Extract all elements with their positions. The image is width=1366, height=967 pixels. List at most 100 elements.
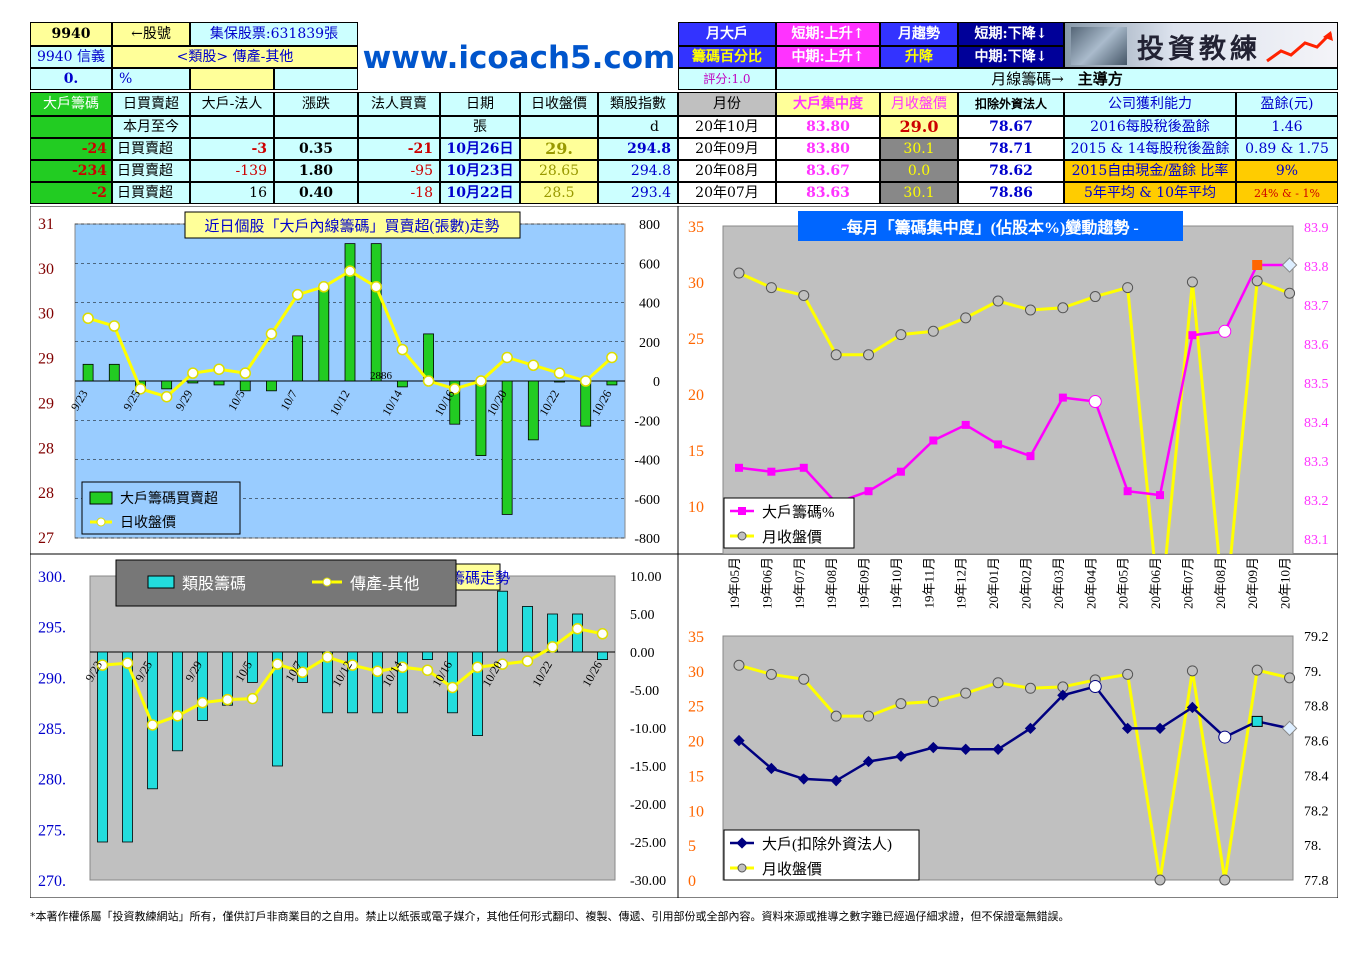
- chart4-month-label: 20年01月: [986, 557, 1001, 609]
- chart1-legend-dot: [96, 517, 106, 527]
- chart4-right-tick: 79.: [1304, 665, 1322, 680]
- chart2-right-tick: 83.8: [1304, 260, 1329, 275]
- daily-unit-7: d: [598, 116, 678, 138]
- chart3-bar: [347, 651, 358, 714]
- monthly-cell-2-4: 2015自由現金/盈餘 比率: [1064, 160, 1236, 182]
- daily-cell-0-4: -21: [358, 138, 440, 160]
- site-url[interactable]: www.icoach5.com: [362, 40, 676, 76]
- monthly-cell-2-3: 78.62: [958, 160, 1064, 182]
- chart1-title-box: [184, 211, 521, 239]
- monthly-cell-1-4: 2015 & 14每股稅後盈餘: [1064, 138, 1236, 160]
- chart1-right-tick: -600: [634, 493, 660, 508]
- chart1-left-tick: 29: [38, 351, 54, 368]
- chart3-bar: [597, 651, 608, 660]
- short-up: 短期:上升↑: [776, 22, 880, 46]
- monthly-cell-2-2: 0.0: [880, 160, 958, 182]
- daily-cell-0-6: 29.: [520, 138, 598, 160]
- chart3-index-point: [496, 658, 509, 670]
- chart1-left-tick: 30: [38, 261, 54, 278]
- chart3-bar: [497, 590, 508, 653]
- chart4-big-point: [830, 775, 842, 787]
- chart2-pct-point: [929, 436, 938, 445]
- chart1-bar: [266, 380, 277, 392]
- chart2-title: -每月「籌碼集中度」(佔股本%)變動趨勢 -: [841, 218, 1138, 237]
- chart3-left-tick: 290.: [38, 670, 66, 687]
- chart1-annotation: 2886: [370, 370, 393, 382]
- chart2-pct-point: [896, 467, 905, 476]
- chart4-legend-price: 月收盤價: [762, 861, 822, 878]
- chart2-price-point: [1284, 287, 1296, 299]
- chart4-month-label: 20年10月: [1278, 557, 1293, 609]
- chart4-left-tick: 25: [688, 699, 704, 716]
- chart1-right-tick: -400: [634, 454, 660, 469]
- chart1-bar: [318, 286, 330, 382]
- stock-name: 9940 信義: [30, 46, 112, 68]
- chart4-right-tick: 79.2: [1304, 630, 1329, 645]
- chart2-right-tick: 83.2: [1304, 494, 1329, 509]
- chart4-price-point: [1284, 672, 1296, 684]
- chart3-index-point: [446, 681, 459, 694]
- stock-code-label: ←股號: [112, 22, 190, 46]
- daily-cell-1-4: -95: [358, 160, 440, 182]
- chart2-price-point: [960, 312, 972, 324]
- chart2-pct-point: [1123, 487, 1132, 496]
- chart4-price-point: [960, 687, 972, 699]
- chart1-right-tick: -200: [634, 414, 660, 429]
- chart1-bar: [344, 243, 356, 382]
- logo-photo-icon: [1071, 27, 1127, 65]
- daily-unit-0: [30, 116, 112, 138]
- chart4-legend-price-dot: [737, 863, 747, 873]
- logo-text: 投資教練: [1137, 34, 1261, 65]
- daily-cell-2-1: 日買賣超: [112, 182, 190, 204]
- chart2-price-point: [765, 282, 777, 294]
- daily-cell-1-0: -234: [30, 160, 112, 182]
- chart1-price-point: [606, 351, 618, 364]
- chart3-bar: [397, 651, 408, 714]
- chart4-month-label: 19年07月: [792, 557, 807, 609]
- daily-cell-0-1: 日買賣超: [112, 138, 190, 160]
- chart2-price-point: [1089, 291, 1101, 303]
- daily-header-7: 類股指數: [598, 92, 678, 116]
- chart4-price-point: [798, 673, 810, 685]
- chart4-month-label: 20年05月: [1116, 557, 1131, 609]
- chart1-right-tick: 0: [653, 375, 660, 390]
- chart4-month-label: 20年09月: [1245, 557, 1260, 609]
- monthly-cell-0-1: 83.80: [776, 116, 880, 138]
- chart1-title: 近日個股「大戶內線籌碼」買賣超(張數)走勢: [205, 218, 500, 235]
- chart2-legend-pct: 大戶籌碼%: [762, 504, 835, 521]
- chart1-bar: [475, 380, 487, 456]
- chart2-pct-point: [1026, 452, 1035, 461]
- chart3-right-tick: 0.00: [630, 646, 655, 661]
- chart2-left-tick: 35: [688, 219, 704, 236]
- chart3-index-point: [371, 665, 384, 678]
- chart3-index-point: [171, 710, 184, 722]
- chart2-price-point: [1057, 302, 1069, 314]
- chart1-price-point: [265, 328, 278, 340]
- monthly-cell-1-2: 30.1: [880, 138, 958, 160]
- monthly-header-2: 月收盤價: [880, 92, 958, 116]
- chart2-legend-price: 月收盤價: [762, 529, 822, 546]
- daily-header-1: 日買賣超: [112, 92, 190, 116]
- chart1-price-point: [475, 375, 487, 387]
- chart1-bar: [370, 243, 382, 382]
- chart3-left-tick: 280.: [38, 772, 66, 789]
- chart1-right-tick: 400: [639, 297, 660, 312]
- chart3-bar: [522, 606, 533, 653]
- chart3-index-point: [521, 655, 534, 667]
- chart3-bar: [247, 651, 258, 683]
- chart1-price-point: [187, 367, 199, 379]
- chart4-price-point: [1122, 668, 1134, 680]
- chart1-price-point: [344, 265, 356, 277]
- monthly-big-label: 月大戶: [678, 22, 776, 46]
- monthly-cell-3-1: 83.63: [776, 182, 880, 204]
- chart3-bar: [472, 651, 483, 736]
- daily-cell-1-1: 日買賣超: [112, 160, 190, 182]
- trend-updown: 升降: [880, 46, 958, 68]
- monthly-header-0: 月份: [678, 92, 776, 116]
- chart1-bar: [580, 380, 592, 427]
- chart3-index-point: [596, 628, 609, 640]
- chart3-index-point: [546, 641, 559, 653]
- chart4-big-point: [1281, 720, 1298, 737]
- daily-cell-2-0: -2: [30, 182, 112, 204]
- daily-cell-1-2: -139: [190, 160, 274, 182]
